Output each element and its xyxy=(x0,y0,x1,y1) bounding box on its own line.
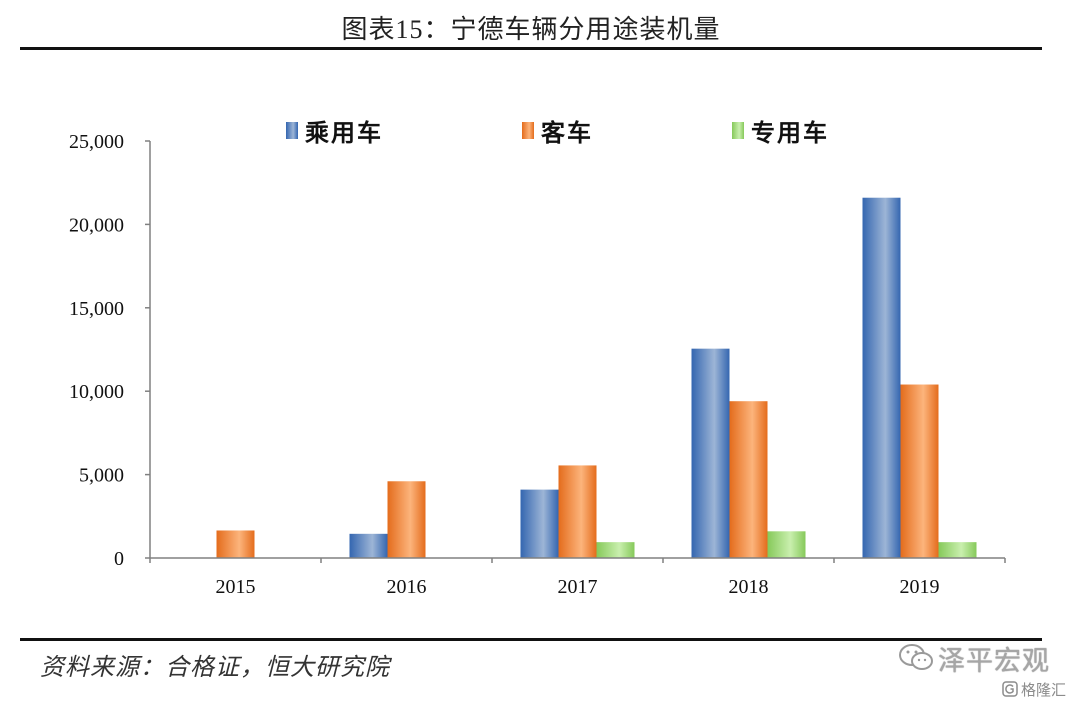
x-tick-label-2019: 2019 xyxy=(900,576,940,598)
legend-swatch-1 xyxy=(522,122,534,139)
bar-series-0-2018 xyxy=(691,348,730,558)
legend-label-2: 专用车 xyxy=(751,119,829,147)
y-tick-label: 5,000 xyxy=(79,465,124,487)
chart-title: 图表15：宁德车辆分用途装机量 xyxy=(341,15,721,44)
gelonghui-logo-icon xyxy=(1002,681,1018,697)
footer-rule xyxy=(20,638,1042,641)
x-tick-label-2016: 2016 xyxy=(387,576,427,598)
title-rule xyxy=(20,47,1042,50)
source-note: 资料来源：合格证，恒大研究院 xyxy=(40,655,390,681)
bar-series-1-2017 xyxy=(558,465,597,558)
y-tick-label: 0 xyxy=(114,548,124,570)
bar-series-2-2017 xyxy=(596,542,635,558)
legend-label-1: 客车 xyxy=(541,119,593,147)
bar-series-1-2016 xyxy=(387,481,426,558)
wechat-icon xyxy=(899,644,933,670)
legend-swatch-0 xyxy=(286,122,298,139)
watermark-primary: 泽平宏观 xyxy=(898,640,1050,676)
bar-series-1-2018 xyxy=(729,401,768,558)
legend-label-0: 乘用车 xyxy=(304,119,383,147)
watermark-secondary: 格隆汇 xyxy=(1002,679,1066,699)
bar-series-0-2017 xyxy=(520,489,559,558)
bar-series-0-2016 xyxy=(349,533,388,558)
x-tick-label-2018: 2018 xyxy=(729,576,769,598)
y-tick-label: 15,000 xyxy=(69,298,124,320)
x-tick-label-2017: 2017 xyxy=(558,576,598,598)
watermark-primary-text: 泽平宏观 xyxy=(938,645,1050,676)
bar-series-2-2019 xyxy=(938,542,977,558)
bar-chart: 0 5,000 10,000 15,000 20,000 25,000 2015 2016 20… xyxy=(69,119,1006,598)
watermark-secondary-text: 格隆汇 xyxy=(1021,681,1067,699)
bar-series-1-2015 xyxy=(216,530,255,558)
y-tick-label: 25,000 xyxy=(69,131,124,153)
y-tick-label: 10,000 xyxy=(69,381,124,403)
x-tick-label-2015: 2015 xyxy=(216,576,256,598)
y-tick-label: 20,000 xyxy=(69,214,124,236)
bar-series-1-2019 xyxy=(900,384,939,558)
bar-series-0-2019 xyxy=(862,197,901,558)
bar-series-2-2018 xyxy=(767,531,806,558)
legend-swatch-2 xyxy=(732,122,744,139)
